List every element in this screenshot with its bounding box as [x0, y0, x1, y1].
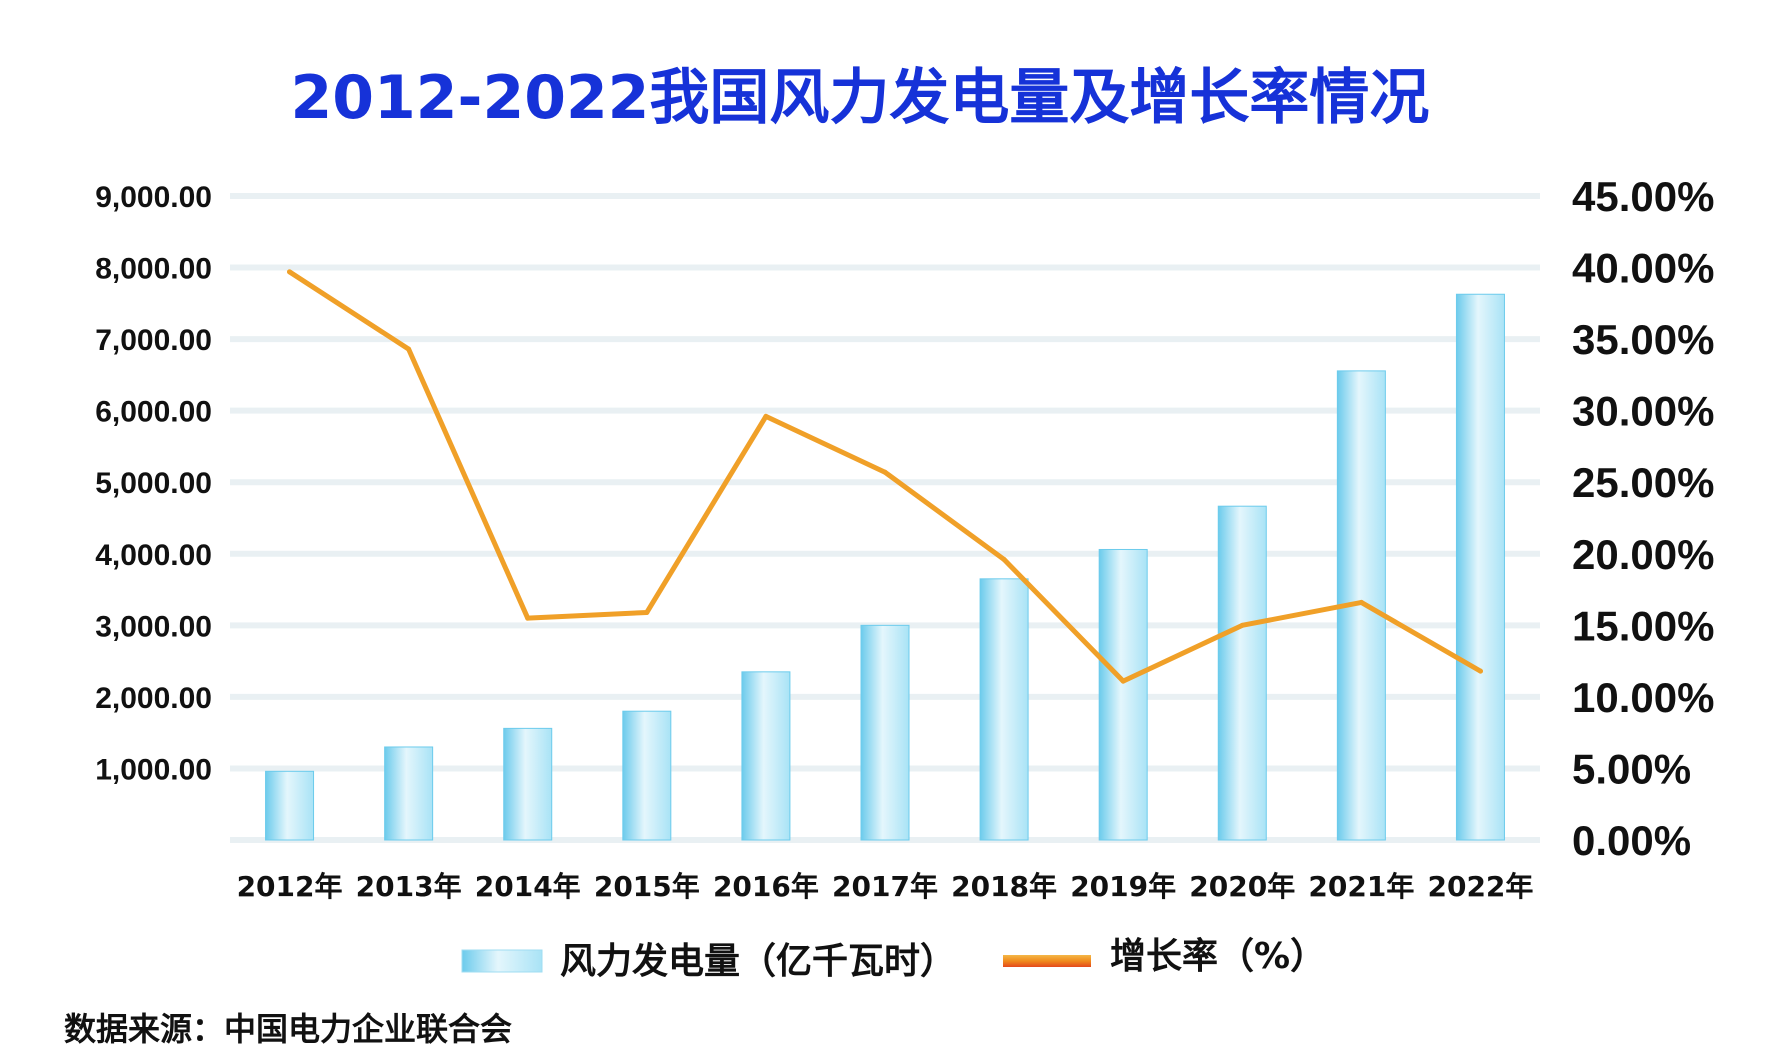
right-tick-label: 25.00% [1572, 459, 1714, 506]
left-axis-ticks: 1,000.00 2,000.00 3,000.00 4,000.00 5,000.00… [95, 181, 212, 786]
right-axis-ticks: 0.00% 5.00% 10.00% 15.00% 20.00% 25.00% 30.00%… [1572, 173, 1714, 864]
left-tick-label: 4,000.00 [95, 539, 212, 572]
right-tick-label: 0.00% [1572, 817, 1691, 864]
bar [1098, 548, 1148, 841]
x-tick-label: 2016年 [713, 870, 819, 903]
bar [1217, 505, 1267, 841]
bar [741, 671, 791, 841]
x-tick-label: 2017年 [832, 870, 938, 903]
x-tick-label: 2022年 [1427, 870, 1533, 903]
left-tick-label: 9,000.00 [95, 181, 212, 214]
left-tick-label: 2,000.00 [95, 682, 212, 715]
legend-bar-swatch [461, 949, 543, 973]
line-point [525, 615, 531, 621]
data-source: 数据来源：中国电力企业联合会 [64, 1010, 512, 1048]
bar [503, 727, 553, 841]
right-tick-label: 15.00% [1572, 602, 1714, 649]
gridlines [230, 193, 1540, 843]
bar [1336, 370, 1386, 841]
left-tick-label: 6,000.00 [95, 396, 212, 429]
growth-rate-line [287, 269, 1483, 684]
line-point [287, 269, 293, 275]
bar [384, 746, 434, 841]
line-point [882, 469, 888, 475]
bar-series [265, 293, 1505, 841]
right-tick-label: 5.00% [1572, 745, 1691, 792]
line-point [644, 609, 650, 615]
line-point [1001, 557, 1007, 563]
bar [1455, 293, 1505, 841]
bar [860, 624, 910, 841]
right-tick-label: 20.00% [1572, 531, 1714, 578]
legend-bar-label: 风力发电量（亿千瓦时） [560, 941, 956, 982]
left-tick-label: 1,000.00 [95, 753, 212, 786]
line-point [1239, 622, 1245, 628]
x-tick-label: 2019年 [1070, 870, 1176, 903]
x-tick-label: 2018年 [951, 870, 1057, 903]
line-point [406, 346, 412, 352]
legend-line-label: 增长率（%） [1110, 936, 1326, 977]
left-tick-label: 5,000.00 [95, 467, 212, 500]
right-tick-label: 35.00% [1572, 316, 1714, 363]
legend-line-swatch [1003, 955, 1091, 967]
right-tick-label: 40.00% [1572, 245, 1714, 292]
line-point [763, 413, 769, 419]
x-tick-label: 2020年 [1189, 870, 1295, 903]
bar [979, 578, 1029, 841]
line-point [1120, 678, 1126, 684]
right-tick-label: 10.00% [1572, 674, 1714, 721]
x-tick-label: 2014年 [475, 870, 581, 903]
x-tick-label: 2012年 [237, 870, 343, 903]
bar [265, 770, 315, 841]
left-tick-label: 8,000.00 [95, 253, 212, 286]
x-tick-label: 2021年 [1308, 870, 1414, 903]
right-tick-label: 30.00% [1572, 388, 1714, 435]
line-point [1477, 668, 1483, 674]
x-axis-ticks: 2012年 2013年 2014年 2015年 2016年 2017年 2018年 2019年… [237, 870, 1534, 903]
left-tick-label: 7,000.00 [95, 324, 212, 357]
line-point [1358, 599, 1364, 605]
right-tick-label: 45.00% [1572, 173, 1714, 220]
left-tick-label: 3,000.00 [95, 610, 212, 643]
x-tick-label: 2015年 [594, 870, 700, 903]
chart-title: 2012-2022我国风力发电量及增长率情况 [291, 63, 1430, 133]
line-series [287, 269, 1483, 684]
legend: 风力发电量（亿千瓦时） 增长率（%） [461, 936, 1326, 982]
bar [622, 710, 672, 841]
x-tick-label: 2013年 [356, 870, 462, 903]
